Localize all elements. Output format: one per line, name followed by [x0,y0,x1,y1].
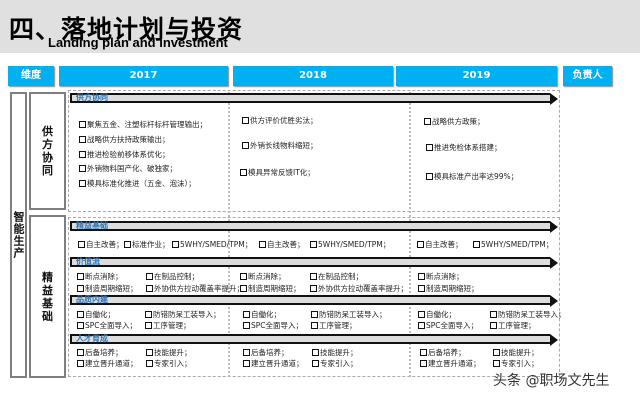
list-item: 防错防呆工装导入； [145,310,221,319]
section-banner-lean: 精益基础 [70,221,558,233]
section-banner-value-stream: 价值流 [70,257,558,269]
list-item: 模具异常反馈IT化； [240,168,315,177]
list-item: 制造周期缩短； [77,284,138,293]
list-item: 5WHY/SMED/TPM； [172,240,252,249]
group-supplier-collab: 供方 协同 [29,92,66,210]
col-header-2018: 2018 [233,66,393,86]
section-label: 品质内建 [76,295,108,304]
list-item: 专家引入； [146,359,192,368]
list-item: 自主改善； [78,240,124,249]
list-item: 自働化； [243,310,281,319]
list-item: 模具标准产出率达99%； [426,172,518,181]
list-item: 自主改善； [259,240,305,249]
list-item: 聚焦五金、注塑标杆标杆管理输出； [79,120,207,129]
section-banner-quality: 品质内建 [70,295,558,307]
list-item: 战略供方政策； [424,117,485,126]
list-item: 后备培养； [77,348,123,357]
list-item: 技能提升； [493,348,539,357]
list-item: 自働化； [77,310,115,319]
divider-2017-2018 [228,92,230,377]
divider-2018-2019 [409,92,411,377]
list-item: 标准作业； [124,240,170,249]
list-item: 工序管理； [145,321,191,330]
list-item: 5WHY/SMED/TPM； [473,240,553,249]
header-band: 四、落地计划与投资 Landing plan and investment [0,0,640,53]
list-item: 工序管理； [490,321,536,330]
list-item: 战略供方扶持政策输出； [79,135,170,144]
section-label: 价值流 [76,257,100,266]
list-item: 防错防呆工装导入； [490,310,566,319]
list-item: 5WHY/SMED/TPM； [310,240,390,249]
list-item: 外销物料国产化、破独家； [79,164,177,173]
list-item: SPC全面导入； [243,321,303,330]
section-banner-talent: 人才育成 [70,334,558,346]
list-item: SPC全面导入； [418,321,478,330]
list-item: 推进检验前移体系优化； [79,150,170,159]
list-item: SPC全面导入； [77,321,137,330]
lean-area [68,217,560,377]
list-item: 专家引入； [312,359,358,368]
page-title: 四、落地计划与投资 [9,15,244,44]
list-item: 后备培养； [420,348,466,357]
list-item: 后备培养； [243,348,289,357]
list-item: 建立晋升通道； [420,359,481,368]
list-item: 制造周期缩短； [418,284,479,293]
list-item: 供方评价优胜劣汰； [242,116,318,125]
section-label: 人才育成 [76,334,108,343]
list-item: 模具标准化推进（五金、泡沫）； [79,179,196,188]
col-header-2017: 2017 [59,66,228,86]
watermark: 头条 @职场文先生 [493,373,610,389]
list-item: 建立晋升通道； [77,359,138,368]
col-header-2019: 2019 [396,66,557,86]
list-item: 制造周期缩短； [240,284,301,293]
list-item: 自主改善； [417,240,463,249]
col-header-owner: 负责人 [563,66,612,86]
list-item: 工序管理； [311,321,357,330]
list-item: 断点消除； [77,272,123,281]
list-item: 防错防呆工装导入； [311,310,387,319]
list-item: 外协供方拉动覆盖率提升； [146,284,244,293]
list-item: 技能提升； [146,348,192,357]
list-item: 断点消除； [418,272,464,281]
list-item: 外协供方拉动覆盖率提升； [310,284,408,293]
list-item: 建立晋升通道； [243,359,304,368]
category-smart-production: 智能生产 [10,92,27,378]
list-item: 自働化； [418,310,456,319]
list-item: 在制品控制； [310,272,363,281]
section-label: 精益基础 [76,221,108,230]
list-item: 技能提升； [312,348,358,357]
group-lean-foundation: 精益 基础 [29,215,66,378]
section-label: 供方协同 [76,93,108,102]
supplier-area [68,90,560,212]
list-item: 推进免检体系搭建； [426,143,502,152]
list-item: 断点消除； [240,272,286,281]
page-subtitle: Landing plan and investment [48,35,228,50]
list-item: 外销长线物料缩短； [242,141,318,150]
section-banner-supplier: 供方协同 [70,93,558,105]
list-item: 专家引入； [493,359,539,368]
col-header-dimension: 维度 [8,66,54,86]
list-item: 在制品控制； [146,272,199,281]
